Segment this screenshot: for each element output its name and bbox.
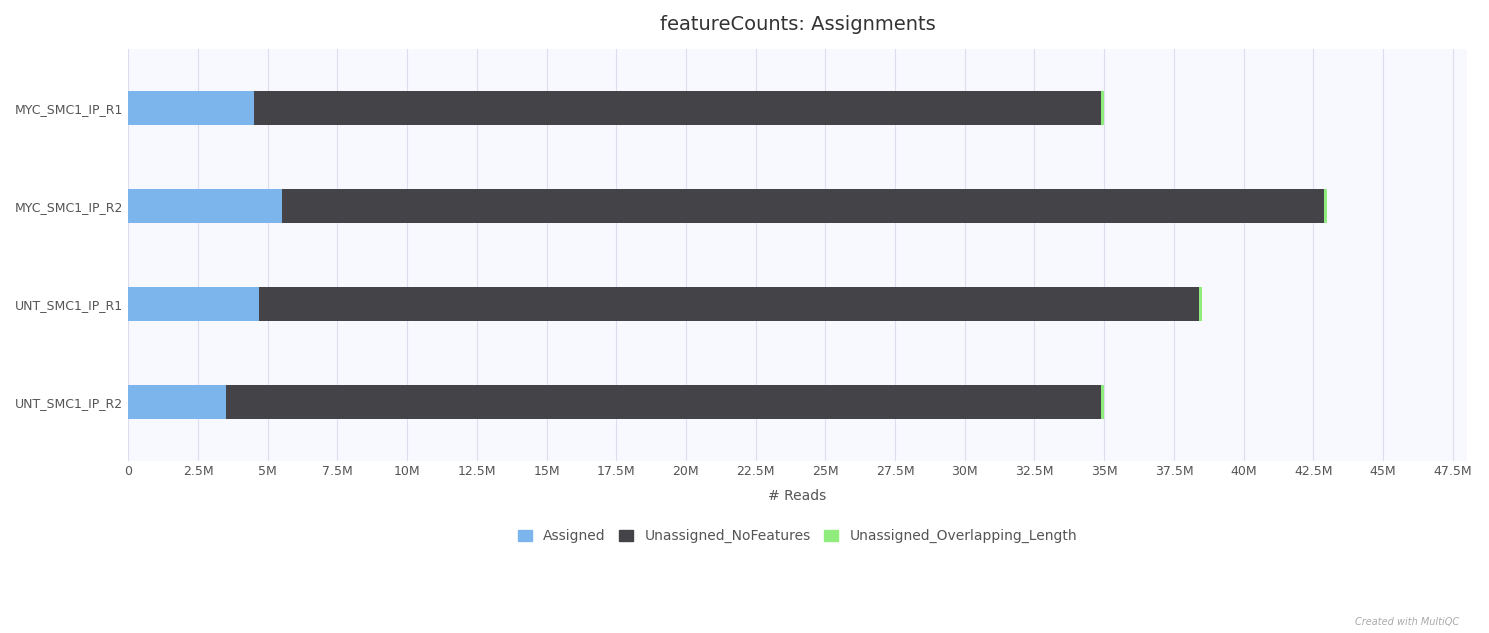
Bar — [281, 189, 1325, 223]
Bar — [1325, 189, 1327, 223]
Legend: Assigned, Unassigned_NoFeatures, Unassigned_Overlapping_Length: Assigned, Unassigned_NoFeatures, Unassig… — [518, 529, 1077, 543]
Bar — [253, 91, 1102, 125]
Title: featureCounts: Assignments: featureCounts: Assignments — [660, 15, 935, 34]
Bar — [259, 287, 1199, 321]
Bar — [226, 385, 1102, 419]
Text: Created with MultiQC: Created with MultiQC — [1355, 617, 1459, 627]
Bar — [128, 91, 253, 125]
Bar — [1199, 287, 1202, 321]
Bar — [128, 287, 259, 321]
X-axis label: # Reads: # Reads — [768, 489, 826, 503]
Bar — [128, 189, 281, 223]
Bar — [1102, 385, 1105, 419]
Bar — [1102, 91, 1105, 125]
Bar — [128, 385, 226, 419]
